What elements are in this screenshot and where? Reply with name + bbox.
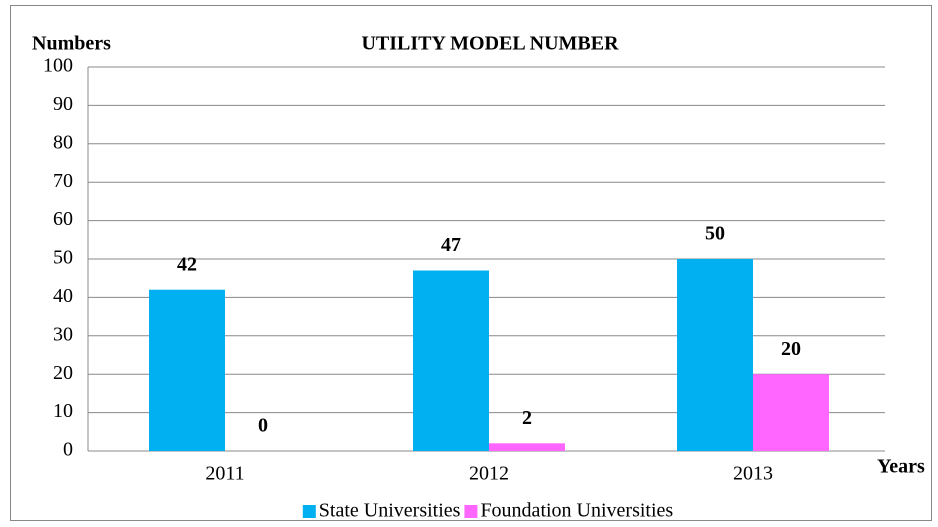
bar: [489, 443, 565, 451]
y-tick-label: 40: [53, 285, 73, 307]
data-label: 50: [705, 223, 725, 245]
x-tick-label: 2012: [469, 463, 509, 485]
y-tick-label: 90: [53, 93, 73, 115]
legend-swatch: [302, 505, 316, 518]
data-label: 20: [781, 338, 801, 360]
x-tick-label: 2013: [733, 463, 773, 485]
data-label: 2: [522, 407, 532, 429]
legend-swatch: [464, 505, 478, 518]
y-axis-label: Numbers: [32, 33, 111, 55]
bar: [413, 270, 489, 451]
x-tick-label: 2011: [205, 463, 244, 485]
data-label: 42: [177, 253, 197, 275]
y-tick-label: 50: [53, 247, 73, 269]
y-tick-label: 60: [53, 208, 73, 230]
chart-title: UTILITY MODEL NUMBER: [361, 33, 619, 55]
y-tick-label: 70: [53, 170, 73, 192]
y-tick-label: 30: [53, 323, 73, 345]
y-tick-label: 80: [53, 131, 73, 153]
bar: [753, 374, 829, 451]
y-tick-label: 10: [53, 400, 73, 422]
y-tick-label: 100: [43, 55, 73, 77]
y-tick-label: 0: [63, 439, 73, 461]
y-tick-label: 20: [53, 362, 73, 384]
legend-label: Foundation Universities: [480, 500, 673, 522]
x-axis-label: Years: [877, 456, 925, 478]
legend-label: State Universities: [319, 500, 461, 522]
data-label: 47: [441, 234, 461, 256]
bar: [149, 289, 225, 451]
data-label: 0: [258, 415, 268, 437]
bar: [677, 259, 753, 451]
